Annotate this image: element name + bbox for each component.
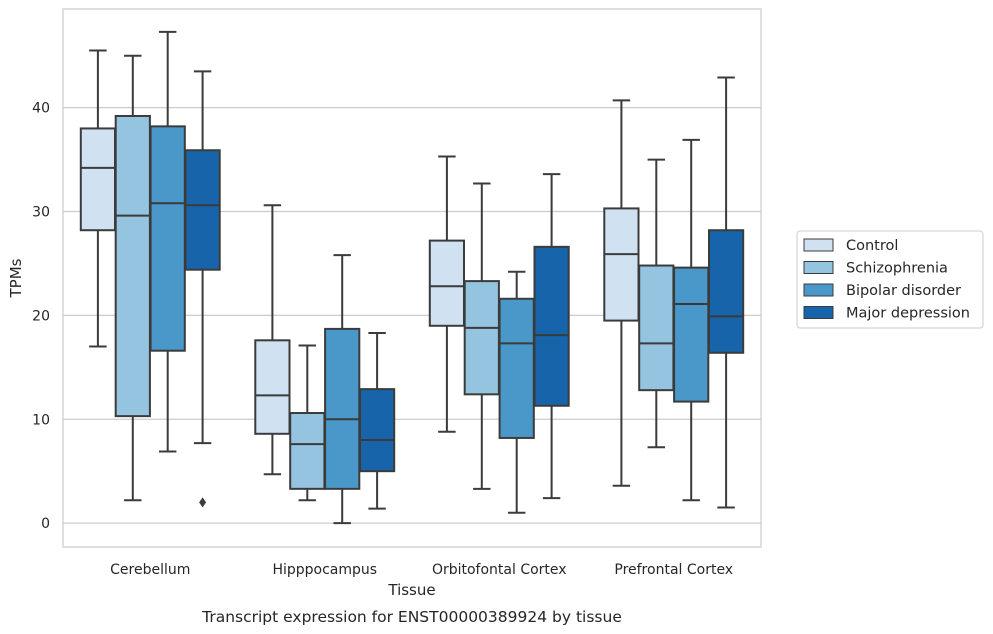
box-group-0 <box>79 30 221 508</box>
x-tick-label: Orbitofontal Cortex <box>432 562 567 578</box>
box <box>149 125 186 352</box>
legend-label: Schizophrenia <box>846 261 948 277</box>
box-group-2 <box>428 155 570 514</box>
x-axis-label: Tissue <box>387 581 435 599</box>
box <box>638 264 675 392</box>
box <box>358 388 396 473</box>
legend-swatch <box>803 306 834 319</box>
y-tick-label: 20 <box>32 308 50 324</box>
box <box>498 297 535 439</box>
box <box>428 239 466 327</box>
box <box>254 339 291 435</box>
y-tick-label: 0 <box>41 516 50 532</box>
x-tick-label: Cerebellum <box>110 562 190 578</box>
y-tick-labels: 0 10 20 30 40 <box>32 101 50 532</box>
legend-swatch <box>803 283 834 297</box>
legend-label: Major depression <box>846 306 970 322</box>
box <box>79 127 117 232</box>
y-axis-label: TPMs <box>7 258 25 298</box>
outlier-point <box>199 497 207 508</box>
box <box>324 327 361 490</box>
y-tick-label: 40 <box>32 101 50 117</box>
legend-label: Bipolar disorder <box>846 283 961 299</box>
box <box>114 114 151 418</box>
box <box>533 245 570 407</box>
x-tick-label: Prefrontal Cortex <box>614 562 733 578</box>
x-tick-label: Hipppocampus <box>272 562 377 578</box>
legend-frame <box>796 230 984 329</box>
y-tick-label: 10 <box>32 412 50 428</box>
legend-swatch <box>803 261 834 274</box>
x-tick-labels: Cerebellum Hipppocampus Orbitofontal Corte… <box>110 562 733 578</box>
box <box>707 229 745 354</box>
legend: Control Schizophrenia Bipolar disorder Majo… <box>796 230 984 329</box>
box <box>673 266 710 403</box>
legend-label: Control <box>846 238 898 254</box>
box <box>184 149 221 271</box>
box-group-1 <box>254 204 396 525</box>
box <box>603 207 640 322</box>
plot-frame <box>62 8 762 548</box>
y-tick-label: 30 <box>32 205 50 221</box>
legend-swatch <box>803 238 834 252</box>
box-group-3 <box>603 76 745 509</box>
box <box>289 412 326 490</box>
chart-caption: Transcript expression for ENST0000038992… <box>201 608 622 626</box>
box <box>463 280 500 396</box>
box-groups <box>79 30 745 525</box>
